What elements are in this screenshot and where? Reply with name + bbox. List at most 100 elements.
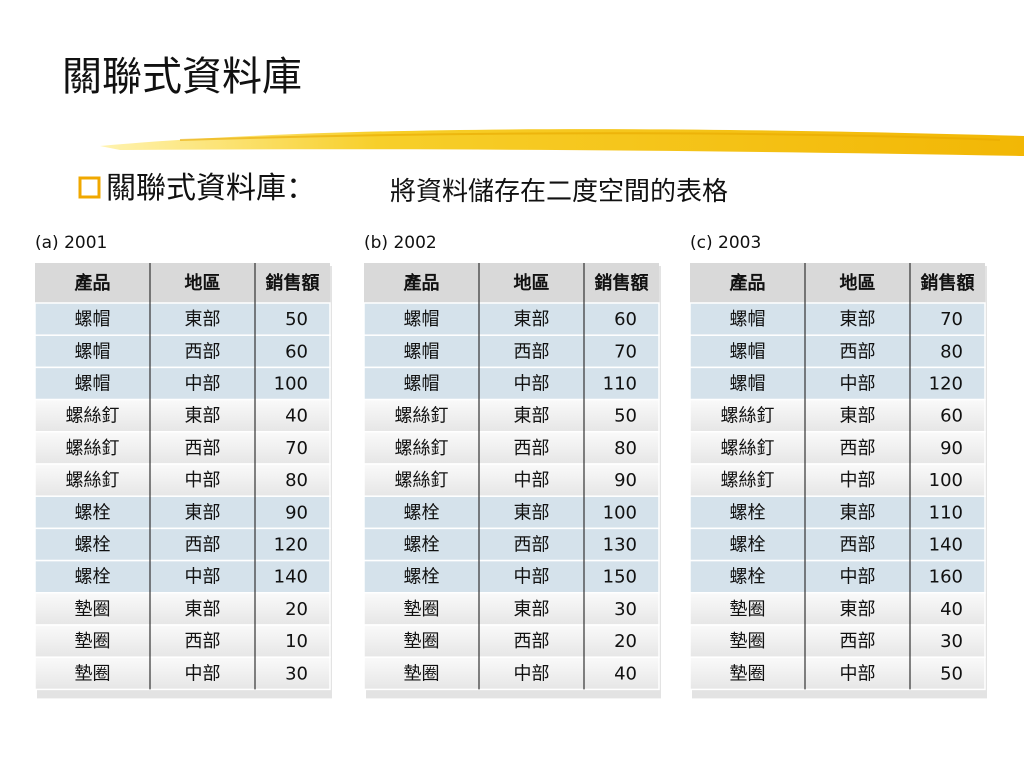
text-cell: 墊圈 [75, 663, 111, 684]
sales-cell: 30 [285, 663, 308, 684]
text-cell: 螺栓 [75, 567, 111, 588]
text-cell: 東部 [185, 599, 221, 620]
table-row [34, 656, 331, 691]
text-cell: 墊圈 [404, 599, 440, 620]
text-cell: 東部 [514, 309, 550, 330]
text-cell: 西部 [840, 438, 876, 459]
text-cell: 螺栓 [75, 535, 111, 556]
text-cell: 螺帽 [730, 341, 766, 362]
bullet-icon [78, 176, 101, 199]
text-cell: 螺絲釘 [66, 406, 120, 427]
table-row [363, 592, 660, 626]
sales-cell: 20 [285, 599, 308, 620]
text-cell: 螺栓 [404, 567, 440, 588]
text-cell: 螺絲釘 [721, 406, 775, 427]
sales-cell: 110 [929, 502, 963, 523]
table-row [689, 431, 986, 465]
text-cell: 螺栓 [730, 502, 766, 523]
text-cell: 東部 [514, 502, 550, 523]
text-cell: 西部 [185, 341, 221, 362]
sales-cell: 60 [940, 406, 963, 427]
sales-cell: 150 [603, 567, 637, 588]
sales-cell: 70 [285, 438, 308, 459]
column-header: 產品 [404, 272, 440, 294]
column-header: 產品 [730, 272, 766, 294]
bullet-text: 將資料儲存在二度空間的表格 [390, 177, 728, 207]
text-cell: 墊圈 [75, 631, 111, 652]
table-row [34, 431, 331, 465]
table-row [363, 495, 660, 530]
text-cell: 螺栓 [730, 567, 766, 588]
table-row [363, 559, 660, 594]
column-header: 產品 [75, 272, 111, 294]
table-row [363, 656, 660, 691]
text-cell: 螺絲釘 [395, 438, 449, 459]
text-cell: 螺帽 [75, 374, 111, 395]
table-row [34, 366, 331, 401]
text-cell: 中部 [185, 567, 221, 588]
table-row [363, 398, 660, 433]
brush-streak [179, 132, 1001, 141]
column-header: 銷售額 [595, 272, 649, 294]
text-cell: 西部 [185, 631, 221, 652]
text-cell: 螺帽 [730, 309, 766, 330]
sales-cell: 50 [285, 309, 308, 330]
text-cell: 西部 [185, 438, 221, 459]
header-row [364, 263, 659, 303]
sales-cell: 90 [285, 502, 308, 523]
table-row [689, 624, 986, 658]
text-cell: 螺栓 [730, 535, 766, 556]
table-caption: (c) 2003 [690, 233, 761, 253]
column-header: 銷售額 [921, 272, 975, 294]
sales-cell: 30 [614, 599, 637, 620]
sales-cell: 70 [614, 341, 637, 362]
sales-cell: 90 [614, 470, 637, 491]
text-cell: 東部 [514, 599, 550, 620]
table-caption: (a) 2001 [35, 233, 107, 253]
table-row [363, 463, 660, 497]
text-cell: 螺帽 [404, 341, 440, 362]
sales-cell: 40 [614, 663, 637, 684]
text-cell: 東部 [185, 406, 221, 427]
table-row [363, 431, 660, 465]
text-cell: 螺絲釘 [721, 438, 775, 459]
text-cell: 螺栓 [404, 535, 440, 556]
text-cell: 墊圈 [730, 631, 766, 652]
sales-cell: 40 [940, 599, 963, 620]
sales-cell: 10 [285, 631, 308, 652]
text-cell: 中部 [840, 663, 876, 684]
text-cell: 中部 [185, 374, 221, 395]
sales-cell: 60 [285, 341, 308, 362]
table-row [689, 334, 986, 369]
sales-cell: 120 [274, 535, 308, 556]
table-row [34, 463, 331, 497]
text-cell: 墊圈 [730, 663, 766, 684]
sales-cell: 40 [285, 406, 308, 427]
text-cell: 西部 [840, 535, 876, 556]
table-row [34, 559, 331, 594]
sales-cell: 130 [603, 535, 637, 556]
text-cell: 螺帽 [75, 309, 111, 330]
text-cell: 中部 [185, 663, 221, 684]
text-cell: 西部 [514, 438, 550, 459]
table-row [689, 592, 986, 626]
text-cell: 東部 [840, 502, 876, 523]
text-cell: 東部 [514, 406, 550, 427]
text-cell: 中部 [514, 470, 550, 491]
column-header: 銷售額 [266, 272, 320, 294]
text-cell: 螺帽 [404, 309, 440, 330]
text-cell: 西部 [185, 535, 221, 556]
table-row [689, 398, 986, 433]
sales-cell: 140 [929, 535, 963, 556]
text-cell: 墊圈 [404, 631, 440, 652]
header-row [35, 263, 330, 303]
sales-cell: 100 [603, 502, 637, 523]
sales-cell: 100 [274, 374, 308, 395]
sales-cell: 60 [614, 309, 637, 330]
sales-cell: 50 [940, 663, 963, 684]
text-cell: 東部 [185, 309, 221, 330]
text-cell: 西部 [514, 535, 550, 556]
text-cell: 中部 [185, 470, 221, 491]
sales-cell: 80 [940, 341, 963, 362]
sales-cell: 160 [929, 567, 963, 588]
